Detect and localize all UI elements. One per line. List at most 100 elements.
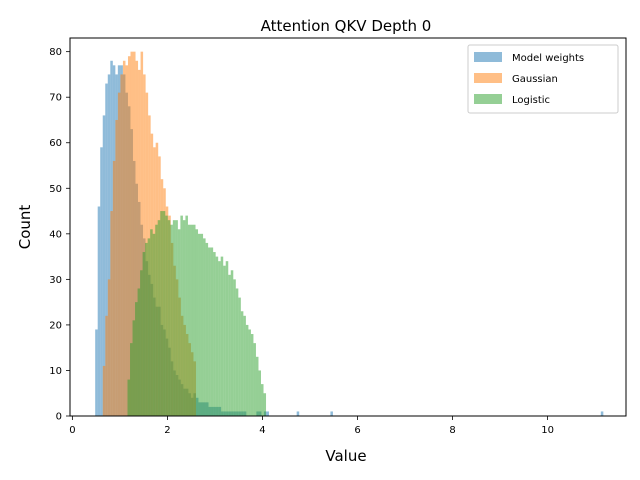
histogram-bar bbox=[263, 393, 267, 416]
histogram-bar bbox=[110, 211, 113, 416]
histogram-bar bbox=[150, 229, 153, 416]
histogram-bar bbox=[180, 215, 183, 416]
legend-swatch bbox=[474, 73, 502, 83]
x-axis-label: Value bbox=[325, 447, 366, 465]
histogram-bar bbox=[112, 160, 116, 416]
histogram-bar bbox=[130, 51, 134, 416]
x-tick-label: 0 bbox=[69, 425, 75, 436]
histogram-bar bbox=[155, 224, 158, 416]
histogram-bar bbox=[170, 224, 173, 416]
histogram-bar bbox=[233, 279, 236, 416]
y-axis-label: Count bbox=[16, 205, 34, 250]
histogram-bar bbox=[105, 315, 108, 416]
histogram-bar bbox=[132, 320, 136, 416]
histogram-bar bbox=[175, 220, 178, 416]
histogram-bar bbox=[198, 233, 201, 416]
histogram-bar bbox=[135, 302, 138, 416]
chart-title: Attention QKV Depth 0 bbox=[261, 17, 432, 35]
histogram-bar bbox=[127, 379, 131, 416]
series-2 bbox=[127, 211, 267, 416]
histogram-bar bbox=[258, 370, 261, 416]
histogram-bar bbox=[157, 220, 161, 416]
histogram-bar bbox=[215, 256, 219, 416]
histogram-bar bbox=[172, 220, 176, 416]
histogram-bar bbox=[107, 279, 111, 416]
histogram-bar bbox=[143, 74, 146, 417]
histogram-bar bbox=[117, 92, 121, 417]
x-tick-label: 2 bbox=[164, 425, 170, 436]
histogram-bar bbox=[182, 220, 186, 416]
histogram-bar bbox=[130, 343, 133, 416]
y-tick-label: 0 bbox=[56, 412, 62, 423]
y-axis-ticks: 0 10 20 30 40 50 60 70 80 bbox=[49, 47, 70, 423]
histogram-bar bbox=[138, 69, 141, 416]
histogram-bar bbox=[142, 252, 146, 416]
histogram-bar bbox=[238, 297, 241, 416]
histogram-bar bbox=[125, 65, 128, 416]
histogram-bar bbox=[105, 83, 108, 416]
legend-swatch bbox=[474, 52, 502, 62]
x-tick-label: 10 bbox=[541, 425, 554, 436]
histogram-bar bbox=[203, 238, 206, 416]
histogram-bars bbox=[95, 51, 604, 417]
histogram-bar bbox=[223, 265, 226, 416]
histogram-bar bbox=[228, 274, 231, 416]
histogram-bar bbox=[97, 206, 101, 416]
y-tick-label: 50 bbox=[49, 184, 62, 195]
x-tick-label: 8 bbox=[449, 425, 455, 436]
legend: Model weights Gaussian Logistic bbox=[467, 44, 619, 114]
histogram-bar bbox=[195, 229, 199, 416]
y-tick-label: 40 bbox=[49, 229, 62, 240]
histogram-bar bbox=[145, 242, 148, 416]
legend-swatch bbox=[474, 94, 502, 104]
histogram-bar bbox=[200, 233, 204, 416]
histogram-bar bbox=[137, 288, 141, 416]
histogram-bar bbox=[296, 411, 300, 416]
histogram-bar bbox=[245, 324, 249, 416]
x-tick-label: 4 bbox=[259, 425, 265, 436]
histogram-bar bbox=[120, 74, 123, 417]
y-tick-label: 30 bbox=[49, 275, 62, 286]
histogram-bar bbox=[165, 215, 168, 416]
histogram-bar bbox=[102, 115, 106, 417]
histogram-bar bbox=[220, 256, 224, 416]
histogram-bar bbox=[122, 60, 126, 417]
histogram-bar bbox=[218, 261, 221, 416]
histogram-bar bbox=[133, 51, 136, 416]
y-tick-label: 10 bbox=[49, 366, 62, 377]
legend-frame bbox=[467, 44, 619, 114]
histogram-bar bbox=[240, 311, 244, 416]
histogram-bar bbox=[140, 270, 143, 416]
x-tick-label: 6 bbox=[354, 425, 360, 436]
histogram-bar bbox=[162, 211, 166, 416]
histogram-bar bbox=[250, 334, 254, 416]
histogram-bar bbox=[225, 261, 229, 416]
legend-label: Model weights bbox=[512, 53, 584, 64]
histogram-bar bbox=[177, 229, 181, 416]
histogram-bar bbox=[192, 224, 196, 416]
histogram-bar bbox=[102, 365, 106, 416]
histogram-bar bbox=[127, 56, 131, 416]
plot-frame bbox=[69, 37, 627, 417]
histogram-bar bbox=[260, 384, 264, 416]
histogram-bar bbox=[230, 270, 234, 416]
histogram-bar bbox=[140, 51, 144, 416]
y-tick-label: 20 bbox=[49, 320, 62, 331]
histogram-bar bbox=[147, 238, 151, 416]
histogram-bar bbox=[205, 242, 209, 416]
histogram-bar bbox=[210, 247, 214, 416]
histogram-bar bbox=[235, 288, 239, 416]
histogram-bar bbox=[185, 215, 188, 416]
histogram-bar bbox=[600, 411, 604, 416]
histogram-bar bbox=[107, 74, 111, 417]
histogram-bar bbox=[213, 252, 216, 416]
histogram-bar bbox=[100, 147, 103, 417]
histogram-bar bbox=[135, 60, 139, 417]
histogram-bar bbox=[167, 220, 171, 416]
histogram-bar bbox=[187, 224, 191, 416]
histogram-bar bbox=[208, 247, 211, 416]
histogram-bar bbox=[330, 411, 333, 416]
y-tick-label: 60 bbox=[49, 138, 62, 149]
histogram-bar bbox=[190, 224, 193, 416]
y-tick-label: 80 bbox=[49, 47, 62, 58]
